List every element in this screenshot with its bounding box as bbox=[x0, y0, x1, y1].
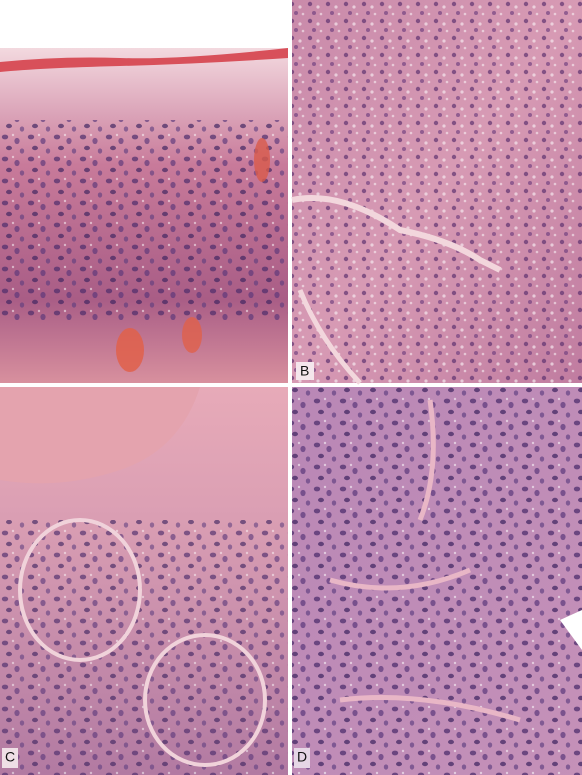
panel-top-right: B bbox=[291, 0, 582, 385]
stroma bbox=[291, 195, 502, 273]
panel-label: C bbox=[5, 749, 15, 765]
nuclei bbox=[292, 0, 582, 383]
stroma bbox=[297, 289, 362, 385]
panel-top-left bbox=[0, 48, 288, 383]
vessel bbox=[116, 328, 144, 372]
vessel bbox=[254, 138, 270, 182]
vessel bbox=[182, 317, 202, 353]
nest bbox=[18, 518, 142, 662]
nuclei bbox=[0, 120, 288, 320]
label-box bbox=[2, 748, 18, 768]
tissue-edge bbox=[560, 610, 582, 650]
nest bbox=[143, 633, 267, 767]
label-box bbox=[296, 362, 314, 380]
panel-bottom-left: C bbox=[0, 387, 288, 775]
stroma bbox=[329, 399, 521, 723]
panel-label: D bbox=[297, 749, 307, 765]
panel-label: B bbox=[300, 363, 309, 379]
stratum-corneum bbox=[0, 48, 288, 72]
panel-bottom-right: D bbox=[292, 387, 582, 775]
label-box bbox=[294, 748, 310, 768]
epidermis bbox=[0, 387, 200, 484]
